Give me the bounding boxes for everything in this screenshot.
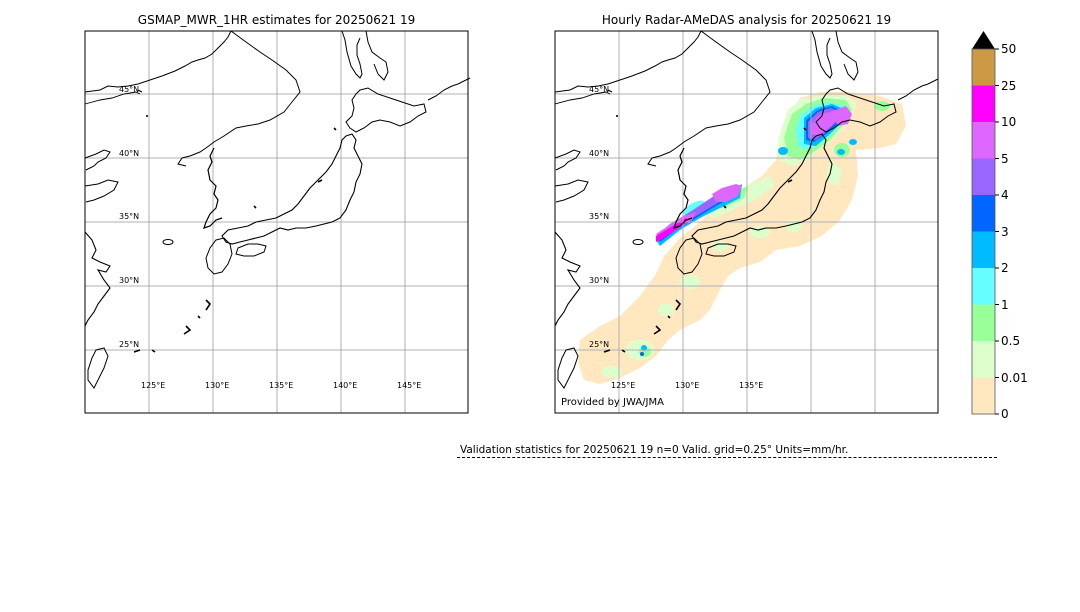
lat-label: 25°N xyxy=(589,340,610,349)
colorbar-tick: 4 xyxy=(1001,188,1009,202)
right-panel-title: Hourly Radar-AMeDAS analysis for 2025062… xyxy=(601,13,892,27)
colorbar-tick: 5 xyxy=(1001,151,1009,166)
lat-label: 45°N xyxy=(119,85,140,94)
lon-label: 145°E xyxy=(397,381,422,390)
lat-label: 45°N xyxy=(589,85,610,94)
left-map xyxy=(84,30,471,414)
colorbar-tick: 50 xyxy=(1001,42,1017,56)
lat-label: 30°N xyxy=(119,276,140,285)
validation-divider xyxy=(457,457,997,458)
lat-label: 40°N xyxy=(589,149,610,158)
lon-label: 125°E xyxy=(141,381,166,390)
lat-label: 35°N xyxy=(589,212,610,221)
colorbar-tick: 3 xyxy=(1001,224,1009,239)
lon-label: 135°E xyxy=(739,381,764,390)
left-panel-title: GSMAP_MWR_1HR estimates for 20250621 19 xyxy=(137,13,416,27)
lat-label: 35°N xyxy=(119,212,140,221)
colorbar-tick: 10 xyxy=(1001,115,1017,129)
right-map xyxy=(554,30,939,414)
lat-label: 30°N xyxy=(589,276,610,285)
colorbar-tick: 2 xyxy=(1001,261,1009,275)
lon-label: 130°E xyxy=(675,381,700,390)
validation-statistics: Validation statistics for 20250621 19 n=… xyxy=(460,444,849,456)
colorbar xyxy=(971,31,999,415)
colorbar-tick: 1 xyxy=(1001,297,1009,312)
lon-label: 140°E xyxy=(333,381,358,390)
data-credit: Provided by JWA/JMA xyxy=(561,397,664,408)
lon-label: 130°E xyxy=(205,381,230,390)
lat-label: 25°N xyxy=(119,340,140,349)
lon-label: 125°E xyxy=(611,381,636,390)
colorbar-tick: 0.01 xyxy=(1001,370,1028,385)
colorbar-tick: 25 xyxy=(1001,78,1017,93)
colorbar-tick: 0.5 xyxy=(1001,334,1021,348)
lon-label: 135°E xyxy=(269,381,294,390)
colorbar-tick: 0 xyxy=(1001,407,1009,421)
lat-label: 40°N xyxy=(119,149,140,158)
